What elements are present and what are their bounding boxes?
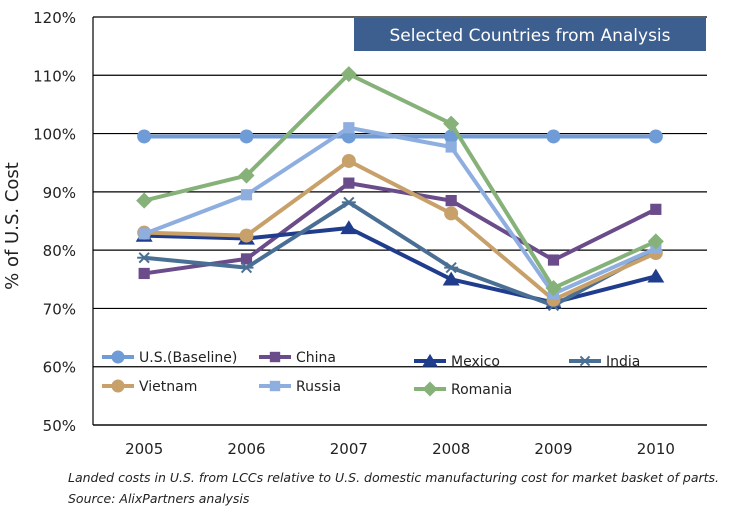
data-point (442, 271, 460, 286)
x-tick-label: 2008 (432, 440, 470, 458)
y-axis-label: % of U.S. Cost (2, 162, 23, 290)
legend-item: Russia (259, 379, 341, 395)
x-tick-label: 2006 (227, 440, 265, 458)
legend-label: Russia (296, 379, 341, 395)
data-point (343, 177, 355, 189)
y-tick-label: 80% (43, 242, 76, 260)
data-point (111, 379, 125, 393)
data-point (341, 153, 356, 168)
data-point (269, 380, 281, 392)
series-lines (135, 66, 665, 312)
legend-item: U.S.(Baseline) (102, 350, 237, 366)
legend-label: India (606, 354, 640, 370)
line-chart: 50% 60% 70% 80% 90% 100% 110% 120% 2005 2006 2007 2… (2, 9, 707, 458)
data-point (137, 252, 152, 264)
axes: 50% 60% 70% 80% 90% 100% 110% 120% 2005 2006 2007 2… (33, 9, 707, 458)
legend-label: Mexico (451, 354, 500, 370)
legend-item: Romania (414, 381, 512, 398)
series-line (143, 200, 657, 308)
data-point (422, 353, 438, 367)
data-point (547, 254, 560, 266)
data-point (341, 196, 356, 208)
data-point (545, 279, 562, 297)
series-vietnam (137, 153, 663, 307)
series-line (143, 181, 657, 276)
series-line (143, 125, 657, 296)
data-point (343, 122, 355, 134)
data-point (269, 351, 281, 363)
data-point (137, 129, 152, 144)
y-tick-label: 120% (33, 9, 76, 27)
legend-label: Vietnam (139, 379, 197, 395)
data-point (445, 195, 457, 207)
data-point (138, 267, 150, 280)
series-line (143, 72, 657, 291)
legend-label: U.S.(Baseline) (139, 350, 237, 366)
data-point (445, 141, 457, 153)
title-banner-background (354, 18, 706, 51)
legend-item: India (569, 354, 640, 370)
data-point (444, 206, 459, 221)
data-point (136, 192, 153, 209)
legend-item: China (259, 350, 336, 366)
y-tick-label: 60% (43, 359, 76, 377)
series-romania (136, 66, 664, 297)
y-tick-label: 90% (43, 184, 76, 202)
x-tick-label: 2010 (637, 440, 675, 458)
x-tick-label: 2009 (534, 440, 572, 458)
data-point (240, 253, 253, 265)
y-tick-label: 100% (33, 126, 76, 144)
footnote-text: Landed costs in U.S. from LCCs relative … (68, 470, 720, 485)
legend-label: Romania (451, 382, 512, 398)
y-tick-label: 50% (43, 417, 76, 435)
legend-item: Vietnam (102, 379, 197, 395)
data-point (111, 350, 125, 364)
x-tick-label: 2007 (330, 440, 368, 458)
data-point (239, 228, 254, 243)
series-china (138, 177, 662, 280)
data-point (422, 381, 438, 397)
data-point (240, 189, 253, 201)
y-tick-label: 70% (43, 300, 76, 318)
legend: U.S.(Baseline) China Mexico India Vietnam Rus… (102, 350, 640, 398)
data-point (650, 203, 662, 215)
data-point (648, 129, 663, 144)
data-point (340, 66, 357, 83)
data-point (647, 268, 665, 283)
data-point (546, 129, 561, 144)
chart-title: Selected Countries from Analysis (389, 26, 670, 46)
y-tick-label: 110% (33, 67, 76, 85)
data-point (239, 129, 254, 144)
data-point (578, 355, 592, 367)
data-point (138, 228, 150, 240)
source-text: Source: AlixPartners analysis (68, 491, 250, 506)
data-point (647, 233, 664, 250)
x-tick-label: 2005 (125, 440, 163, 458)
legend-label: China (296, 350, 336, 366)
data-point (443, 115, 460, 132)
data-point (239, 262, 254, 274)
data-point (238, 167, 255, 184)
data-point (444, 262, 459, 274)
series-line (144, 158, 657, 302)
chart-title-banner: Selected Countries from Analysis (354, 18, 706, 51)
data-point (340, 220, 358, 235)
legend-item: Mexico (414, 353, 500, 370)
